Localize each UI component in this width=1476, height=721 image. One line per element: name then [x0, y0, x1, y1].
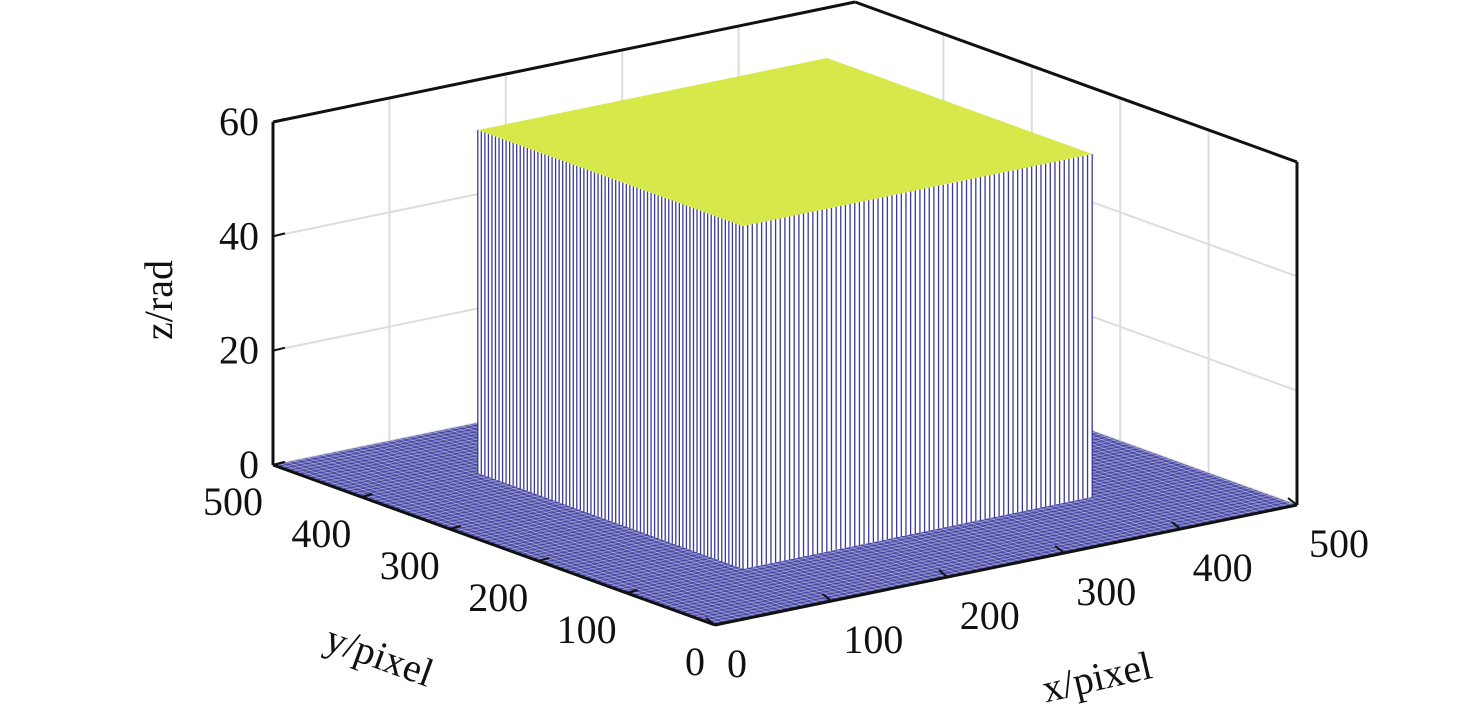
- box-edge: [272, 0, 856, 124]
- floor-mesh-line: [279, 463, 723, 625]
- z-tick-label: 40: [219, 213, 259, 258]
- z-tick-label: 0: [239, 442, 259, 487]
- y-tick-label: 400: [291, 511, 351, 556]
- floor-mesh-line: [307, 457, 751, 619]
- floor-mesh-line: [667, 487, 1250, 609]
- floor-mesh-line: [688, 494, 1271, 616]
- x-tick-label: 0: [727, 641, 747, 686]
- floor-mesh-line: [370, 444, 813, 606]
- box-edge: [854, 0, 1298, 164]
- y-tick-label: 300: [380, 543, 440, 588]
- z-tick-label: 60: [219, 99, 259, 144]
- x-tick-mark: [1170, 521, 1182, 530]
- y-tick-label: 500: [203, 479, 263, 524]
- y-tick-label: 0: [685, 639, 705, 684]
- floor-mesh-line: [645, 479, 1229, 601]
- floor-mesh-line: [630, 473, 1213, 595]
- floor-mesh-line: [640, 477, 1223, 599]
- y-tick-mark: [361, 493, 373, 498]
- x-tick-mark: [705, 617, 716, 626]
- floor-mesh-line: [356, 447, 799, 609]
- z-axis-label: z/rad: [136, 260, 181, 340]
- floor-mesh-line: [709, 502, 1292, 624]
- x-axis-line: [714, 503, 1298, 627]
- floor-mesh-line: [300, 458, 744, 620]
- floor-mesh-line: [377, 442, 820, 604]
- z-tick-label: 20: [219, 328, 259, 373]
- y-tick-mark: [626, 589, 638, 594]
- floor-mesh-line: [656, 483, 1239, 605]
- x-tick-mark: [938, 569, 949, 578]
- y-tick-label: 200: [468, 575, 528, 620]
- floor-mesh-line: [384, 441, 827, 603]
- x-tick-label: 300: [1076, 569, 1136, 614]
- y-tick-label: 100: [557, 607, 617, 652]
- floor-mesh-line: [672, 489, 1255, 611]
- floor-mesh-line: [335, 451, 779, 613]
- y-axis-line: [272, 463, 716, 627]
- x-axis-label: x/pixel: [1038, 642, 1156, 711]
- floor-mesh-line: [693, 496, 1276, 618]
- floor-mesh-line: [349, 448, 792, 610]
- floor-mesh-line: [651, 481, 1234, 603]
- floor-mesh-line: [635, 475, 1218, 597]
- y-axis-label: y/pixel: [320, 615, 440, 695]
- block-top-face: [477, 58, 1093, 226]
- floor-mesh-line: [363, 445, 806, 607]
- x-tick-mark: [1287, 497, 1298, 506]
- block-face-left: [477, 130, 743, 569]
- y-tick-mark: [537, 557, 550, 562]
- y-tick-mark: [449, 525, 462, 530]
- floor-mesh-line: [698, 498, 1282, 620]
- floor-mesh-line: [661, 485, 1245, 607]
- z-tick-mark: [272, 118, 286, 123]
- floor-mesh-line: [314, 455, 758, 617]
- x-tick-label: 200: [960, 593, 1020, 638]
- block-face-front: [743, 154, 1093, 569]
- floor-mesh-line: [293, 460, 737, 622]
- floor-mesh-line: [342, 450, 786, 612]
- floor-mesh-line: [683, 492, 1266, 614]
- floor-mesh-line: [704, 500, 1287, 622]
- floor-mesh-line: [328, 453, 772, 614]
- z-tick-mark: [272, 232, 286, 238]
- y-tick-mark: [714, 621, 727, 626]
- floor-mesh-line: [321, 454, 765, 616]
- x-tick-label: 100: [843, 617, 903, 662]
- floor-mesh-line: [286, 461, 730, 623]
- floor-mesh-line: [677, 491, 1260, 613]
- x-tick-label: 500: [1309, 521, 1369, 566]
- x-tick-label: 400: [1193, 545, 1253, 590]
- x-tick-mark: [1054, 545, 1065, 554]
- y-tick-mark: [272, 461, 285, 466]
- z-tick-mark: [272, 346, 286, 352]
- x-tick-mark: [821, 593, 833, 602]
